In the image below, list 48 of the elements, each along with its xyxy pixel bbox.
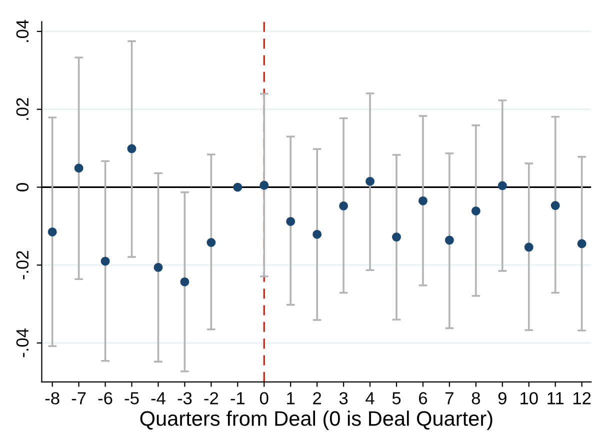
point: [286, 216, 296, 226]
x-tick-label: 10: [520, 392, 538, 404]
point: [444, 236, 454, 245]
x-tick-label: -3: [178, 392, 192, 404]
x-tick-label: -5: [124, 392, 139, 404]
y-tick-label: -.02: [16, 251, 29, 280]
point: [233, 182, 242, 192]
point: [260, 180, 269, 190]
point: [48, 227, 57, 236]
y-tick-label: .04: [16, 20, 29, 42]
x-tick-label: -7: [72, 392, 86, 404]
x-tick-label: -6: [98, 392, 112, 404]
y-tick-label: -.04: [16, 328, 29, 358]
x-tick-label: 1: [287, 392, 295, 404]
point: [206, 238, 216, 248]
y-tick-label: .02: [16, 98, 29, 120]
point: [127, 144, 136, 154]
x-tick-label: 9: [498, 392, 506, 404]
x-tick-label: 2: [313, 392, 322, 404]
point: [577, 239, 586, 248]
x-tick-label: 11: [548, 392, 564, 404]
x-tick-label: 8: [472, 392, 480, 404]
x-tick-label: 5: [392, 392, 401, 404]
x-tick-label: -8: [45, 392, 60, 404]
point: [498, 181, 507, 190]
x-tick-label: 12: [573, 392, 591, 404]
x-tick-label: 4: [366, 392, 374, 404]
x-tick-label: 3: [339, 392, 348, 404]
x-tick-label: -1: [230, 392, 245, 404]
point: [154, 262, 163, 272]
point: [392, 232, 401, 242]
x-tick-label: 7: [446, 392, 454, 404]
point: [471, 206, 480, 216]
point: [339, 201, 348, 210]
point: [366, 176, 375, 186]
y-tick-label: 0: [16, 183, 29, 192]
point: [100, 256, 110, 266]
x-tick-label: -2: [204, 392, 218, 404]
point: [418, 196, 428, 206]
point: [74, 164, 84, 173]
point: [550, 201, 560, 210]
x-tick-label: 0: [260, 392, 268, 404]
x-tick-label: -4: [151, 392, 166, 404]
point: [312, 230, 322, 239]
x-tick-label: 6: [419, 392, 428, 404]
x-axis-title: Quarters from Deal (0 is Deal Quarter): [140, 410, 492, 430]
point: [524, 242, 534, 252]
point: [180, 277, 190, 286]
